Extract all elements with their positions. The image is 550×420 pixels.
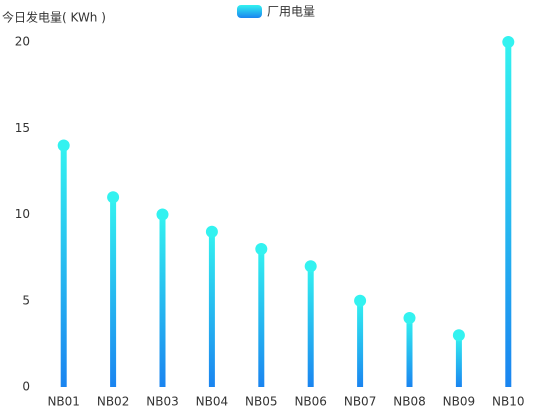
bar-dot	[452, 329, 465, 342]
x-tick-label: NB09	[443, 395, 475, 409]
legend-label: 厂用电量	[267, 5, 315, 19]
bar-dot	[156, 208, 169, 221]
x-tick-label: NB03	[146, 395, 178, 409]
y-axis-label: 今日发电量( KWh )	[2, 10, 106, 25]
bar-dot	[107, 191, 120, 204]
bar-dot	[57, 139, 70, 152]
y-tick-label: 0	[22, 380, 30, 394]
bar-dot	[255, 243, 268, 255]
x-tick-label: NB06	[294, 395, 326, 409]
bar	[159, 214, 166, 387]
bar	[357, 300, 364, 387]
y-tick-label: 5	[22, 293, 30, 307]
bar	[258, 249, 265, 387]
x-tick-label: NB01	[47, 395, 79, 409]
x-tick-label: NB08	[393, 395, 425, 409]
bar	[208, 231, 215, 387]
x-tick-label: NB04	[196, 395, 228, 409]
bar-dot	[205, 225, 218, 238]
bar-dot	[403, 312, 416, 324]
bar-dot	[502, 36, 515, 48]
bar	[505, 42, 512, 387]
bar	[406, 318, 413, 387]
y-tick-label: 10	[15, 207, 30, 221]
bar	[110, 197, 117, 387]
y-tick-label: 15	[15, 121, 30, 135]
x-tick-label: NB07	[344, 395, 376, 409]
bar-dot	[354, 294, 367, 307]
bar	[60, 145, 67, 387]
x-tick-label: NB05	[245, 395, 277, 409]
y-tick-label: 20	[15, 35, 30, 49]
bar-dot	[304, 260, 317, 273]
legend-swatch	[237, 5, 262, 18]
bar	[455, 335, 462, 387]
x-tick-label: NB10	[492, 395, 524, 409]
x-tick-label: NB02	[97, 395, 129, 409]
bar	[307, 266, 314, 387]
